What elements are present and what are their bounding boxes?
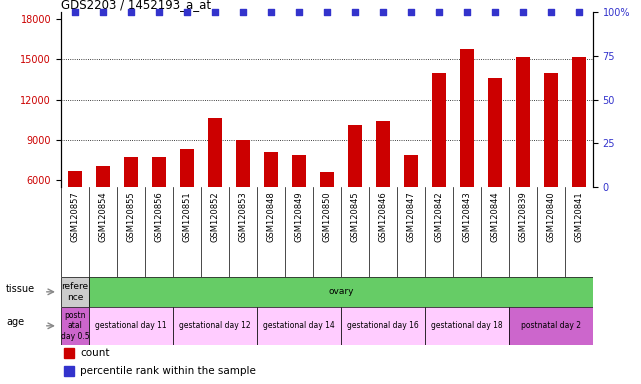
Point: [462, 9, 472, 15]
Bar: [509, 307, 593, 345]
Bar: [292, 155, 306, 261]
Text: gestational day 12: gestational day 12: [179, 321, 251, 330]
Bar: [376, 121, 390, 261]
Text: GSM120857: GSM120857: [71, 192, 79, 242]
Text: GSM120841: GSM120841: [574, 192, 583, 242]
Text: GSM120847: GSM120847: [406, 192, 415, 242]
Text: GSM120850: GSM120850: [322, 192, 331, 242]
Bar: [264, 152, 278, 261]
Bar: [180, 149, 194, 261]
Bar: [404, 155, 418, 261]
Text: age: age: [6, 317, 24, 327]
Bar: [488, 78, 502, 261]
Bar: [432, 73, 446, 261]
Bar: [61, 277, 89, 307]
Point: [574, 9, 584, 15]
Text: GSM120846: GSM120846: [378, 192, 387, 242]
Point: [350, 9, 360, 15]
Point: [154, 9, 164, 15]
Bar: [348, 125, 362, 261]
Bar: [61, 307, 89, 345]
Bar: [516, 56, 530, 261]
Point: [378, 9, 388, 15]
Bar: [124, 157, 138, 261]
Point: [182, 9, 192, 15]
Text: postnatal day 2: postnatal day 2: [521, 321, 581, 330]
Bar: [68, 171, 82, 261]
Bar: [64, 348, 74, 358]
Text: GSM120855: GSM120855: [126, 192, 135, 242]
Point: [266, 9, 276, 15]
Point: [434, 9, 444, 15]
Bar: [320, 172, 334, 261]
Bar: [173, 307, 257, 345]
Point: [322, 9, 332, 15]
Point: [294, 9, 304, 15]
Point: [406, 9, 416, 15]
Text: GSM120852: GSM120852: [210, 192, 219, 242]
Text: GSM120843: GSM120843: [462, 192, 471, 242]
Text: gestational day 16: gestational day 16: [347, 321, 419, 330]
Text: postn
atal
day 0.5: postn atal day 0.5: [61, 311, 89, 341]
Bar: [208, 118, 222, 261]
Text: count: count: [80, 348, 110, 358]
Bar: [460, 49, 474, 261]
Point: [545, 9, 556, 15]
Text: GDS2203 / 1452193_a_at: GDS2203 / 1452193_a_at: [61, 0, 211, 11]
Bar: [544, 73, 558, 261]
Bar: [64, 366, 74, 376]
Point: [98, 9, 108, 15]
Text: GSM120849: GSM120849: [294, 192, 303, 242]
Text: GSM120844: GSM120844: [490, 192, 499, 242]
Bar: [257, 307, 341, 345]
Point: [126, 9, 136, 15]
Text: GSM120856: GSM120856: [154, 192, 163, 242]
Text: GSM120851: GSM120851: [183, 192, 192, 242]
Point: [238, 9, 248, 15]
Text: GSM120839: GSM120839: [519, 192, 528, 242]
Bar: [341, 307, 425, 345]
Text: tissue: tissue: [6, 284, 35, 294]
Text: GSM120848: GSM120848: [267, 192, 276, 242]
Point: [490, 9, 500, 15]
Point: [518, 9, 528, 15]
Text: GSM120845: GSM120845: [351, 192, 360, 242]
Bar: [96, 166, 110, 261]
Bar: [572, 56, 586, 261]
Text: GSM120854: GSM120854: [99, 192, 108, 242]
Text: GSM120842: GSM120842: [435, 192, 444, 242]
Bar: [236, 140, 250, 261]
Point: [210, 9, 220, 15]
Text: GSM120840: GSM120840: [546, 192, 555, 242]
Text: gestational day 14: gestational day 14: [263, 321, 335, 330]
Point: [70, 9, 80, 15]
Text: ovary: ovary: [328, 287, 354, 296]
Text: gestational day 18: gestational day 18: [431, 321, 503, 330]
Text: percentile rank within the sample: percentile rank within the sample: [80, 366, 256, 376]
Text: GSM120853: GSM120853: [238, 192, 247, 242]
Bar: [89, 307, 173, 345]
Bar: [152, 157, 166, 261]
Text: gestational day 11: gestational day 11: [95, 321, 167, 330]
Text: refere
nce: refere nce: [62, 282, 88, 301]
Bar: [425, 307, 509, 345]
